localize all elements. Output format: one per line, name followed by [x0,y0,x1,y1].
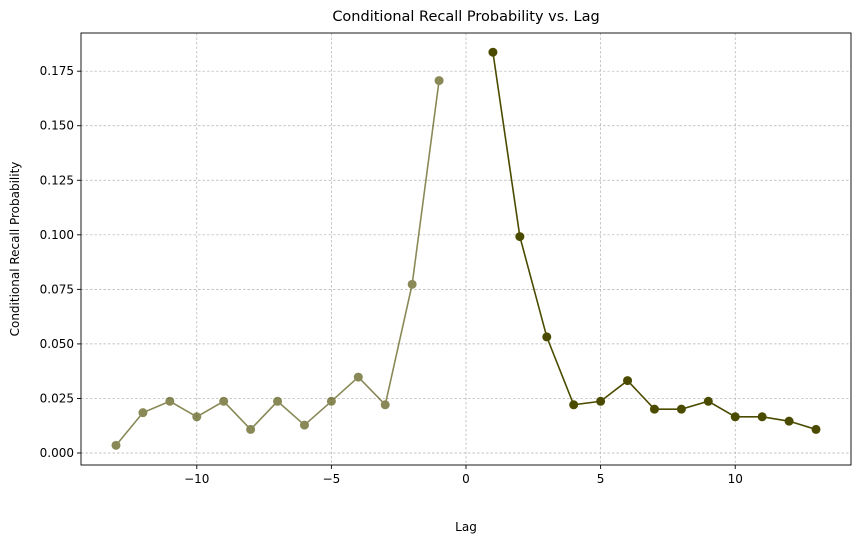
data-point [811,424,821,434]
chart-title: Conditional Recall Probability vs. Lag [332,9,599,25]
y-tick-label: 0.125 [40,173,74,187]
y-tick-label: 0.050 [40,337,74,351]
data-point [192,412,202,422]
x-tick-label: 10 [728,472,743,486]
series-line [115,80,440,446]
ticks: −10 −5 0 5 10 0.000 0.025 0.050 0.075 0.100 0.125 0… [40,64,743,486]
data-point [515,232,525,242]
data-point [623,376,633,386]
x-axis-label: Lag [455,520,477,534]
y-tick-label: 0.150 [40,119,74,133]
data-point [676,404,686,414]
y-axis-label: Conditional Recall Probability [8,162,22,337]
data-point [246,424,256,434]
data-point [434,76,444,86]
data-point [326,396,336,406]
y-tick-label: 0.075 [40,282,74,296]
grid [81,33,851,465]
data-point [380,400,390,410]
data-point [407,279,417,289]
data-point [649,404,659,414]
data-point [219,396,229,406]
data-point [757,412,767,422]
y-tick-label: 0.025 [40,391,74,405]
data-point [596,396,606,406]
y-tick-label: 0.100 [40,228,74,242]
data-point [165,396,175,406]
series-2 [488,47,821,434]
x-tick-label: 5 [597,472,605,486]
data-point [703,396,713,406]
series-line [492,52,817,431]
data-point [569,400,579,410]
data-point [299,420,309,430]
data-point [353,372,363,382]
series-1 [111,76,444,450]
data-point [542,332,552,342]
data-point [273,396,283,406]
data-point [111,440,121,450]
x-tick-label: −10 [184,472,209,486]
data-point [730,412,740,422]
data-point [488,47,498,57]
x-tick-label: −5 [323,472,341,486]
y-tick-label: 0.175 [40,64,74,78]
y-tick-label: 0.000 [40,446,74,460]
series-layer [111,47,821,450]
x-tick-label: 0 [462,472,470,486]
data-point [784,416,794,426]
data-point [138,408,148,418]
